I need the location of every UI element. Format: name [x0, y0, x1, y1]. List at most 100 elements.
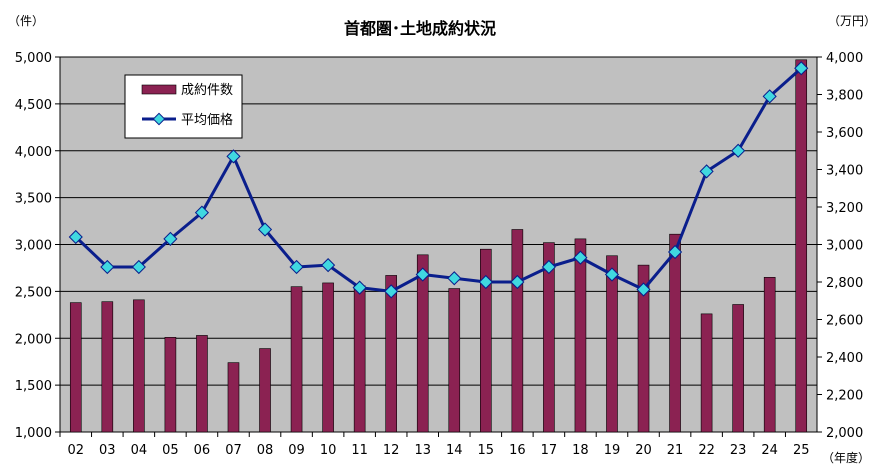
line-point — [573, 250, 588, 265]
line-point — [194, 205, 210, 220]
right-tick-label: 3,000 — [826, 239, 863, 254]
line-point — [257, 222, 273, 237]
x-tick-label: 06 — [194, 443, 211, 458]
right-tick-label: 2,600 — [826, 314, 863, 329]
bar — [637, 264, 650, 433]
right-tick-label: 3,400 — [826, 164, 863, 179]
x-tick-label: 17 — [541, 443, 558, 458]
bar — [290, 286, 303, 433]
legend-bar-label: 成約件数 — [181, 83, 233, 98]
bar — [69, 302, 82, 433]
right-tick-label: 2,400 — [826, 351, 863, 366]
x-tick-label: 02 — [67, 443, 84, 458]
right-axis-unit: （万円） — [828, 14, 876, 28]
bar — [606, 255, 618, 433]
left-tick-label: 2,500 — [15, 285, 52, 300]
x-tick-label: 25 — [793, 443, 810, 458]
x-tick-label: 23 — [730, 443, 747, 458]
left-axis-unit: （件） — [8, 14, 44, 28]
gridlines — [60, 103, 817, 386]
bar — [259, 348, 271, 433]
line-point — [541, 259, 556, 275]
x-tick-label: 16 — [509, 443, 526, 458]
right-tick-label: 3,600 — [826, 126, 863, 141]
x-tick-label: 13 — [414, 443, 431, 458]
x-tick-label: 03 — [99, 443, 116, 458]
line-point — [604, 267, 620, 282]
line-point — [321, 258, 336, 273]
left-tick-label: 3,000 — [15, 239, 52, 254]
line-point — [762, 89, 777, 104]
bar — [133, 299, 145, 433]
bar — [700, 313, 713, 433]
bar — [448, 288, 461, 433]
x-tick-label: 19 — [604, 443, 621, 458]
left-tick-label: 1,000 — [15, 426, 52, 441]
bar — [164, 337, 177, 433]
line-point — [667, 244, 683, 260]
bar — [732, 304, 744, 433]
chart-title: 首都圏･土地成約状況 — [344, 19, 496, 38]
bar — [227, 362, 240, 433]
x-tick-label: 05 — [162, 443, 179, 458]
x-tick-label: 14 — [446, 443, 463, 458]
line-point — [415, 267, 430, 282]
x-axis-ticks: 02 03 04 05 06 07 08 09 10 11 12 13 14 15 16 17 18 19 20 21… — [59, 432, 810, 458]
x-tick-label: 08 — [257, 443, 274, 458]
left-tick-label: 4,500 — [15, 98, 52, 113]
legend-line-label: 平均価格 — [181, 112, 233, 128]
left-tick-label: 4,000 — [15, 145, 52, 160]
left-axis-ticks: 1,000 1,500 2,000 2,500 3,000 3,500 4,000 4,500… — [15, 51, 60, 441]
legend-marker-swatch — [152, 112, 166, 126]
bar — [322, 282, 334, 433]
line-point — [699, 164, 714, 179]
line-point — [510, 274, 525, 290]
x-tick-label: 15 — [478, 443, 495, 458]
bar — [353, 285, 366, 433]
x-tick-label: 12 — [383, 443, 400, 458]
left-tick-label: 2,000 — [15, 332, 52, 347]
line-point — [68, 229, 83, 245]
right-tick-label: 2,000 — [826, 426, 863, 441]
bar — [416, 254, 429, 433]
left-tick-label: 5,000 — [15, 51, 52, 66]
bar — [101, 301, 114, 433]
line-point — [478, 274, 493, 290]
x-tick-label: 04 — [131, 443, 148, 458]
line-point — [636, 282, 651, 297]
x-tick-label: 10 — [320, 443, 337, 458]
series-line — [74, 67, 803, 293]
bar — [385, 275, 397, 433]
line-series — [68, 61, 809, 299]
bar — [669, 233, 681, 433]
x-tick-label: 21 — [667, 443, 684, 458]
line-point — [131, 259, 146, 275]
x-tick-label: 09 — [288, 443, 305, 458]
right-tick-label: 2,800 — [826, 276, 863, 291]
x-tick-label: 07 — [225, 443, 242, 458]
bar — [196, 335, 208, 433]
line-point — [289, 259, 304, 275]
x-tick-label: 22 — [698, 443, 715, 458]
bar — [511, 229, 524, 433]
right-tick-label: 4,000 — [826, 51, 863, 66]
x-tick-label: 18 — [572, 443, 589, 458]
line-point — [163, 231, 178, 246]
line-point — [794, 61, 809, 76]
left-tick-label: 1,500 — [15, 379, 52, 394]
right-tick-label: 3,200 — [826, 201, 863, 216]
legend-bar-swatch — [141, 84, 177, 95]
right-tick-label: 2,200 — [826, 389, 863, 404]
line-point — [447, 271, 462, 286]
x-tick-label: 20 — [635, 443, 652, 458]
line-point — [352, 280, 367, 295]
x-tick-label: 11 — [351, 443, 368, 458]
x-tick-label: 24 — [761, 443, 778, 458]
bar — [795, 59, 808, 433]
line-point — [731, 143, 746, 158]
bar — [763, 277, 776, 433]
x-axis-unit: （年度） — [822, 450, 870, 465]
bar — [480, 248, 492, 433]
bar — [574, 238, 587, 433]
